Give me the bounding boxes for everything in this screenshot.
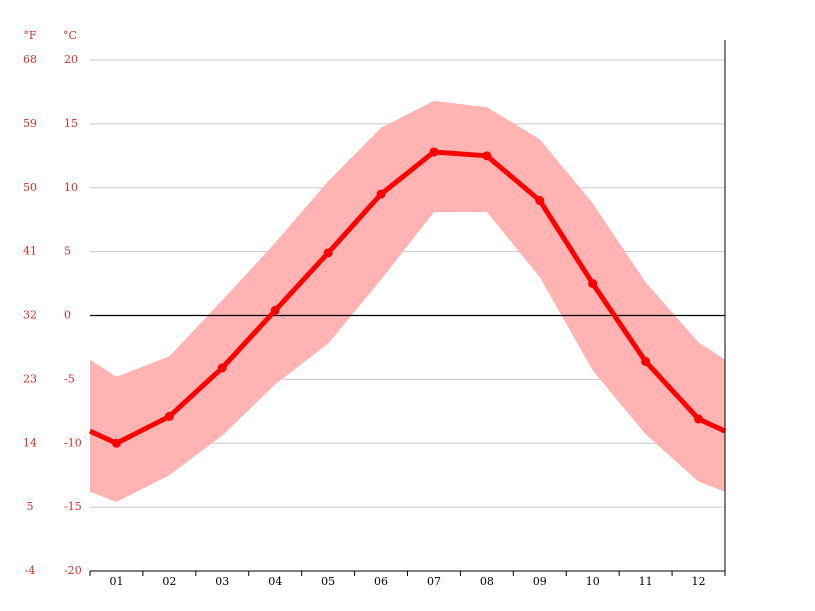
y-tick-label: -15: [64, 500, 82, 513]
average-point: [694, 414, 704, 424]
y2-tick-label: 41: [23, 245, 37, 258]
y2-tick-label: 68: [23, 53, 37, 66]
average-line-edge: [697, 416, 727, 434]
x-tick-label: 02: [162, 575, 176, 588]
x-tick-label: 12: [692, 575, 706, 588]
average-point: [429, 147, 439, 157]
average-line: [115, 149, 701, 446]
y-tick-label: 0: [64, 309, 71, 322]
y2-tick-label: 5: [27, 500, 34, 513]
x-tick-label: 06: [374, 575, 388, 588]
x-tick-label: 03: [215, 575, 229, 588]
average-point: [217, 363, 227, 373]
temperature-range-edge: [90, 359, 117, 503]
average-point: [111, 438, 121, 448]
x-tick-label: 05: [321, 575, 335, 588]
x-tick-label: 11: [639, 575, 653, 588]
average-point: [164, 411, 174, 421]
average-line-edge: [88, 428, 118, 446]
average-point: [482, 151, 492, 161]
y-tick-label: -10: [64, 436, 82, 449]
average-point: [376, 189, 386, 199]
y-tick-label: 10: [64, 181, 78, 194]
y2-tick-label: 59: [23, 117, 37, 130]
x-tick-label: 07: [427, 575, 441, 588]
x-tick-label: 10: [586, 575, 600, 588]
y2-tick-label: 50: [23, 181, 37, 194]
y2-tick-label: 23: [23, 372, 37, 385]
y-tick-label: 5: [64, 245, 71, 258]
y2-tick-label: -4: [25, 564, 36, 577]
y-tick-label: -5: [64, 372, 75, 385]
y2-tick-label: 14: [23, 436, 37, 449]
y-axis-label: °C: [63, 29, 77, 42]
x-tick-label: 08: [480, 575, 494, 588]
average-point: [535, 196, 545, 206]
y-tick-label: 15: [64, 117, 78, 130]
y2-tick-label: 32: [23, 309, 37, 322]
average-point: [641, 356, 651, 366]
temperature-range: [116, 100, 699, 503]
average-point: [588, 279, 598, 289]
x-tick-label: 09: [533, 575, 547, 588]
y-tick-label: -20: [64, 564, 82, 577]
average-point: [270, 305, 280, 315]
temperature-range-edge: [698, 342, 725, 492]
y2-axis-label: °F: [23, 29, 37, 42]
y-tick-label: 20: [64, 53, 78, 66]
x-tick-label: 01: [109, 575, 123, 588]
average-point: [323, 248, 333, 258]
x-tick-label: 04: [268, 575, 282, 588]
